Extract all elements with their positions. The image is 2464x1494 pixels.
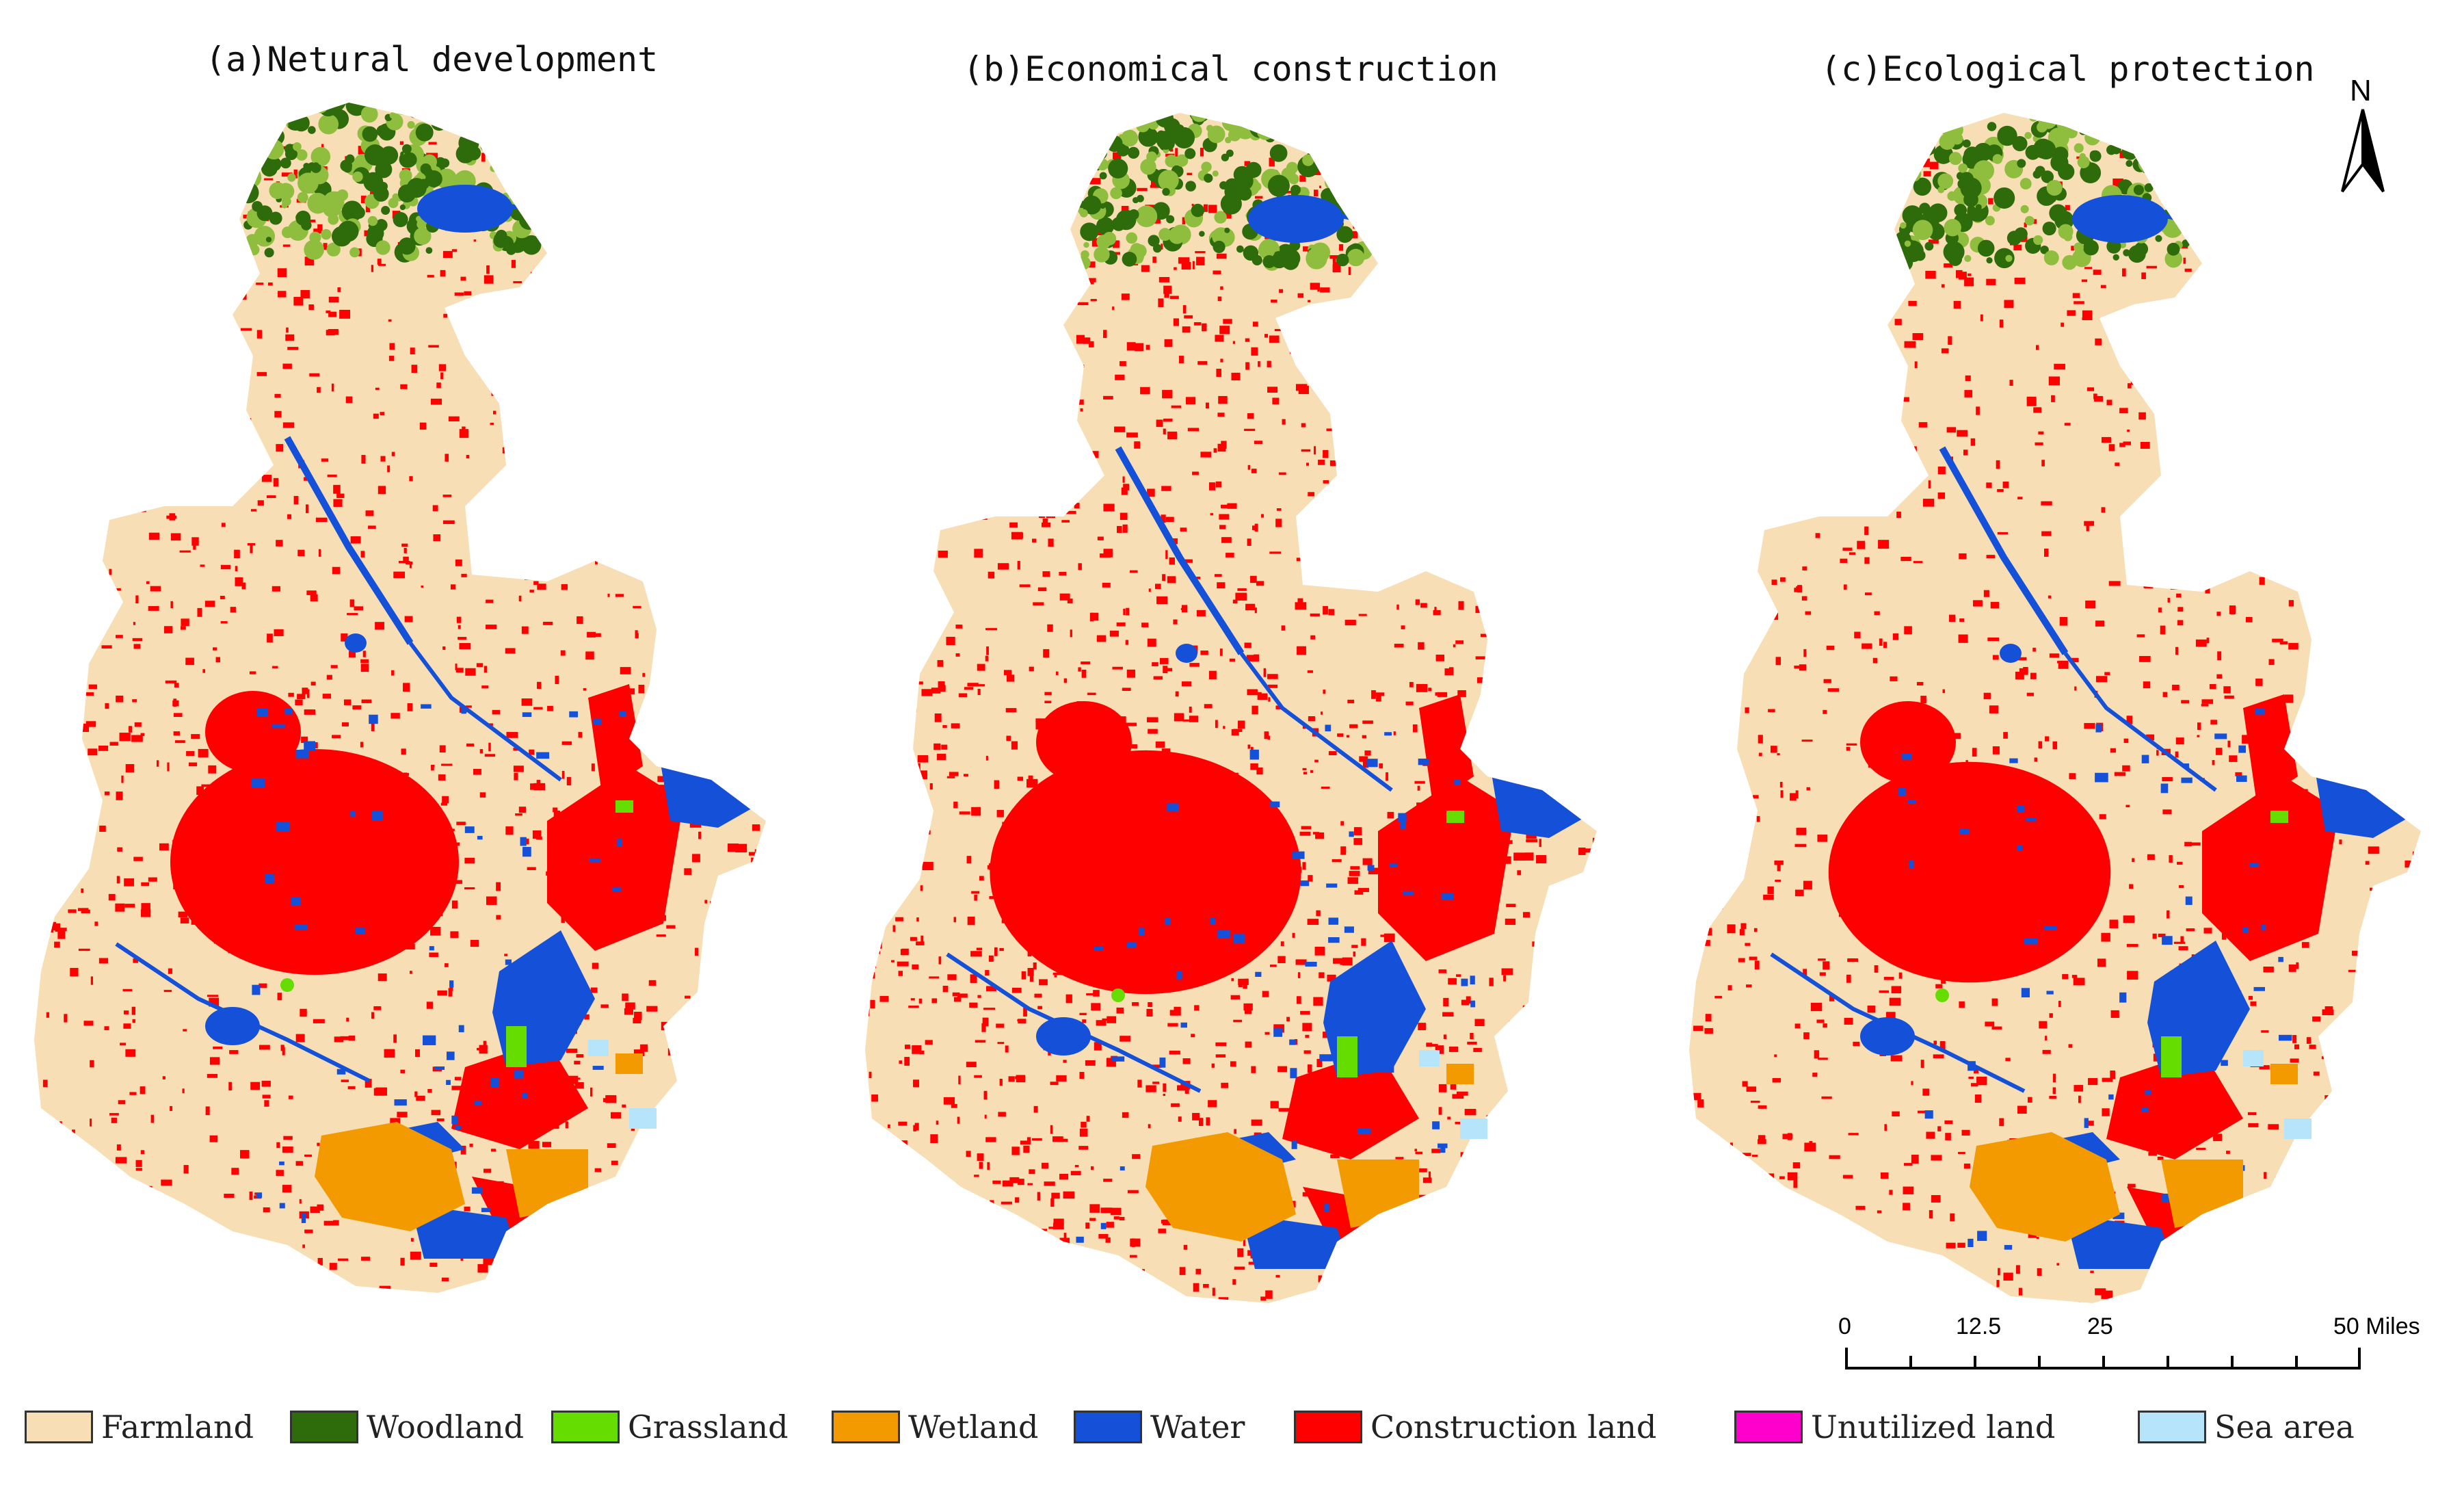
scale-tick-25: 25 <box>2087 1313 2113 1339</box>
scale-tick-0: 0 <box>1838 1313 1851 1339</box>
legend-swatch <box>2138 1411 2206 1443</box>
legend-swatch <box>1074 1411 1142 1443</box>
legend-label: Water <box>1150 1408 1245 1445</box>
legend-label: Wetland <box>908 1408 1039 1445</box>
legend-label: Sea area <box>2214 1408 2355 1445</box>
panel-title-economic: (b)Economical construction <box>963 49 1498 89</box>
north-arrow-icon <box>2341 109 2385 193</box>
scale-tick-12-5: 12.5 <box>1956 1313 2002 1339</box>
legend-label: Unutilized land <box>1811 1408 2056 1445</box>
legend-swatch <box>290 1411 358 1443</box>
scale-tick-50-miles: 50 Miles <box>2333 1313 2420 1339</box>
legend-item-farmland: Farmland <box>25 1400 254 1454</box>
legend-label: Construction land <box>1370 1408 1657 1445</box>
map-panel-natural <box>34 103 766 1293</box>
legend-swatch <box>25 1411 93 1443</box>
map-panel-economic <box>865 113 1597 1303</box>
legend-item-grassland: Grassland <box>551 1400 789 1454</box>
legend-item-construction-land: Construction land <box>1294 1400 1656 1454</box>
legend-item-water: Water <box>1074 1400 1245 1454</box>
map-panel-ecological <box>1689 113 2421 1303</box>
legend-swatch <box>832 1411 900 1443</box>
panel-title-natural: (a)Netural development <box>205 40 659 79</box>
map-group <box>34 103 2421 1303</box>
north-label: N <box>2350 74 2372 107</box>
legend-item-sea-area: Sea area <box>2138 1400 2355 1454</box>
legend-label: Farmland <box>101 1408 254 1445</box>
legend-label: Grassland <box>628 1408 789 1445</box>
panel-title-ecological: (c)Ecological protection <box>1820 49 2315 89</box>
legend-item-unutilized-land: Unutilized land <box>1734 1400 2055 1454</box>
legend-swatch <box>1734 1411 1803 1443</box>
scale-bar <box>1845 1348 2361 1370</box>
legend-swatch <box>551 1411 620 1443</box>
legend-label: Woodland <box>367 1408 525 1445</box>
legend-item-woodland: Woodland <box>290 1400 524 1454</box>
land-use-maps <box>34 103 2421 1303</box>
legend-item-wetland: Wetland <box>832 1400 1038 1454</box>
legend-swatch <box>1294 1411 1362 1443</box>
